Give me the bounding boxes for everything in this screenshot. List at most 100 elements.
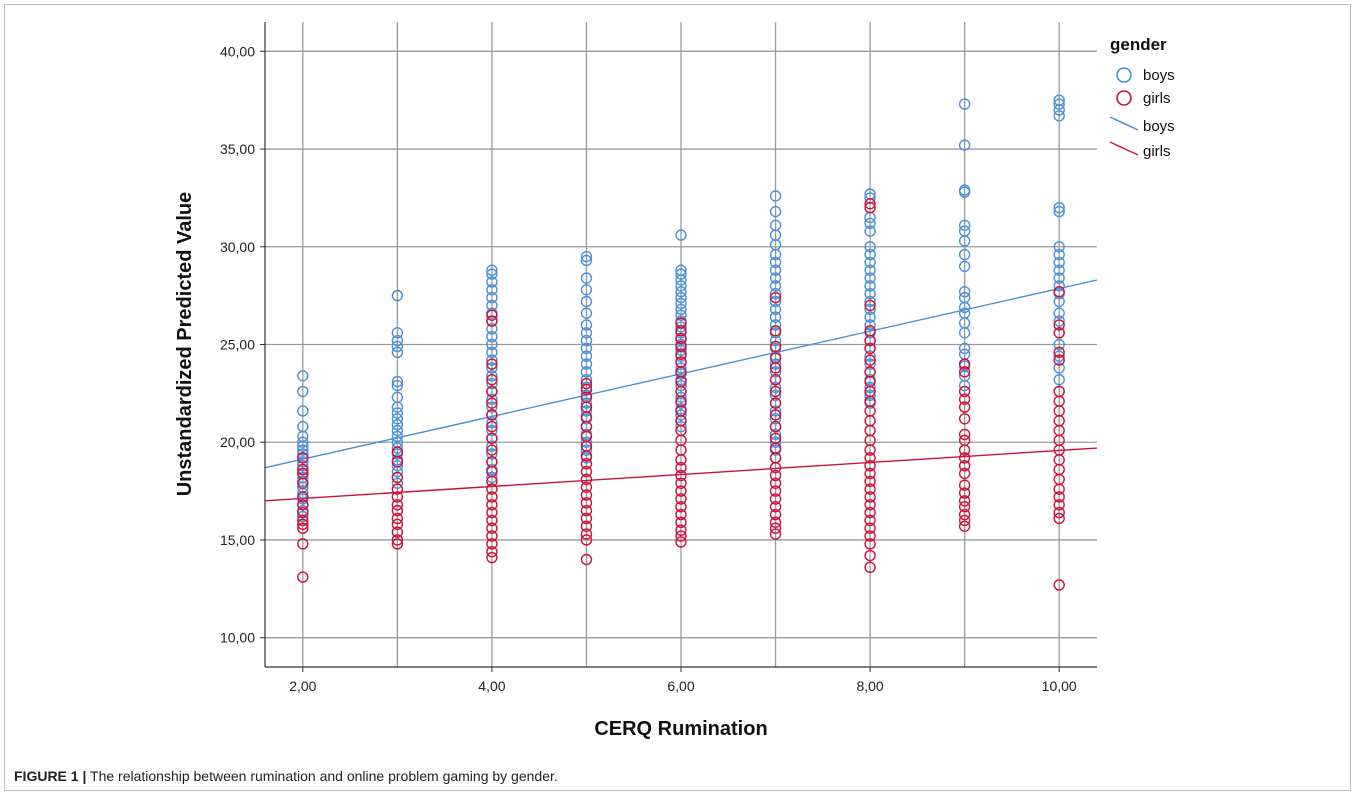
data-point-girls <box>1053 354 1065 366</box>
data-point-girls <box>486 545 498 558</box>
data-point-girls <box>1053 327 1065 339</box>
data-point-girls <box>864 201 876 214</box>
data-point-boys <box>580 366 593 378</box>
data-point-girls <box>769 528 782 540</box>
data-point-girls <box>958 459 971 472</box>
data-point-girls <box>391 512 404 525</box>
data-point-boys <box>297 405 309 417</box>
data-point-girls <box>486 475 498 488</box>
fit-line-girls <box>264 447 1098 502</box>
data-point-boys <box>486 362 498 374</box>
data-point-girls <box>958 501 971 513</box>
data-point-boys <box>391 327 404 339</box>
data-point-boys <box>675 268 687 280</box>
data-point-girls <box>864 342 876 355</box>
data-point-boys <box>580 319 593 331</box>
data-point-girls <box>486 444 498 456</box>
data-point-girls <box>391 471 404 484</box>
data-point-girls <box>864 549 876 562</box>
data-point-girls <box>864 444 876 456</box>
data-point-girls <box>958 401 971 413</box>
data-point-girls <box>1053 506 1065 519</box>
data-point-boys <box>958 235 971 247</box>
data-point-girls <box>958 495 971 507</box>
data-point-boys <box>297 510 309 523</box>
data-point-boys <box>486 416 498 429</box>
data-point-girls <box>486 491 498 503</box>
series-girls-points <box>297 198 1065 591</box>
data-point-boys <box>769 295 782 308</box>
data-point-boys <box>1053 110 1065 122</box>
data-point-boys <box>675 309 687 321</box>
data-point-girls <box>769 420 782 433</box>
data-point-girls <box>675 516 687 529</box>
data-point-boys <box>769 358 782 370</box>
data-point-boys <box>580 254 593 267</box>
data-point-boys <box>1053 241 1065 253</box>
data-point-boys <box>675 291 687 304</box>
data-point-girls <box>864 491 876 503</box>
data-point-girls <box>958 366 971 378</box>
data-point-boys <box>580 444 593 456</box>
data-point-girls <box>580 497 593 509</box>
data-point-girls <box>864 354 876 366</box>
data-point-girls <box>391 518 404 531</box>
data-point-boys <box>769 287 782 300</box>
data-point-girls <box>391 491 404 503</box>
data-point-boys <box>769 311 782 323</box>
data-point-boys <box>297 459 309 472</box>
data-point-boys <box>769 272 782 284</box>
data-point-girls <box>864 198 876 210</box>
data-point-girls <box>1053 499 1065 511</box>
data-point-boys <box>1053 205 1065 218</box>
data-point-girls <box>769 501 782 513</box>
data-point-girls <box>1053 286 1065 298</box>
data-point-girls <box>580 481 593 493</box>
data-point-boys <box>769 256 782 269</box>
data-point-girls <box>864 459 876 472</box>
data-point-boys <box>958 327 971 339</box>
data-point-girls <box>675 501 687 513</box>
data-point-boys <box>486 291 498 304</box>
data-point-girls <box>958 413 971 425</box>
data-point-girls <box>1053 512 1065 525</box>
data-point-girls <box>958 514 971 527</box>
data-point-boys <box>675 274 687 286</box>
data-point-girls <box>486 373 498 386</box>
data-point-boys <box>297 448 309 460</box>
data-point-boys <box>864 358 876 370</box>
y-tick-label: 35,00 <box>220 141 255 157</box>
data-point-girls <box>958 467 971 480</box>
data-point-girls <box>769 493 782 505</box>
data-point-girls <box>958 385 971 398</box>
data-point-boys <box>580 284 593 296</box>
legend-marker-girls <box>1116 90 1132 106</box>
data-point-girls <box>486 499 498 511</box>
data-point-boys <box>391 477 404 489</box>
data-point-girls <box>297 491 309 503</box>
data-point-boys <box>675 344 687 357</box>
data-point-boys <box>297 456 309 468</box>
data-point-boys <box>1053 264 1065 276</box>
data-point-boys <box>391 413 404 425</box>
data-point-boys <box>486 471 498 484</box>
data-point-boys <box>391 430 404 443</box>
data-point-girls <box>769 325 782 337</box>
data-point-boys <box>391 375 404 388</box>
data-point-girls <box>675 317 687 329</box>
x-tick-label: 4,00 <box>478 678 505 694</box>
data-point-boys <box>1053 272 1065 284</box>
data-point-girls <box>769 340 782 353</box>
data-point-boys <box>580 272 593 284</box>
data-point-boys <box>391 340 404 353</box>
data-point-boys <box>958 98 971 110</box>
data-point-boys <box>1053 373 1065 386</box>
data-point-girls <box>958 358 971 370</box>
data-point-girls <box>1053 346 1065 359</box>
data-point-boys <box>580 358 593 370</box>
data-point-boys <box>675 420 687 433</box>
data-point-girls <box>675 530 687 542</box>
data-point-girls <box>958 393 971 405</box>
data-point-girls <box>486 530 498 542</box>
data-point-boys <box>769 389 782 402</box>
